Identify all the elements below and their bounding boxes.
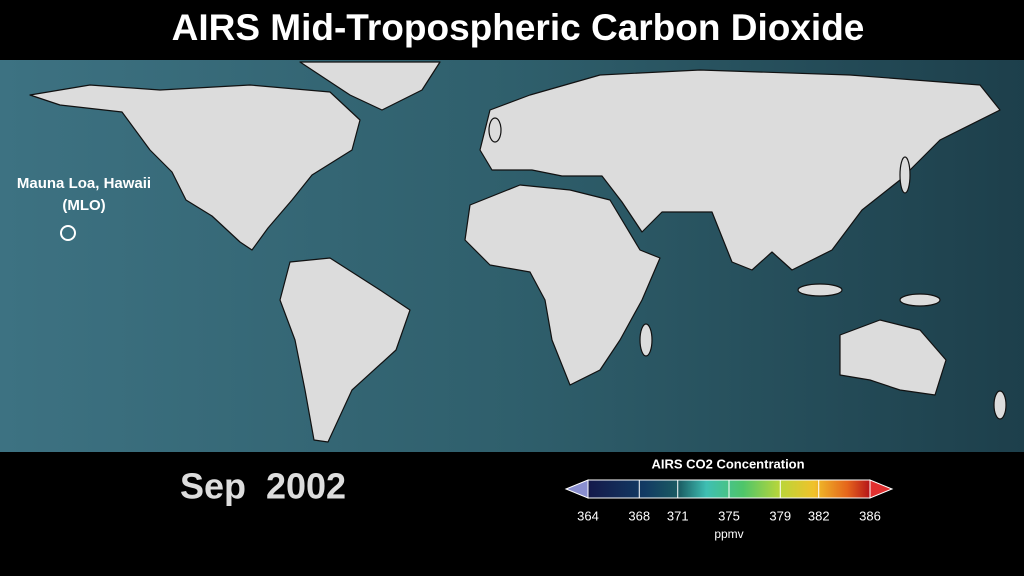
- greenland: [299, 61, 441, 111]
- colorbar-tick-label: 364: [577, 508, 599, 523]
- colorbar-title: AIRS CO2 Concentration: [651, 456, 804, 471]
- colorbar-tick-label: 382: [808, 508, 830, 523]
- date: Sep 2002: [180, 466, 346, 507]
- colorbar-unit: ppmv: [714, 527, 743, 541]
- eurasia: [479, 69, 1001, 271]
- title: AIRS Mid-Tropospheric Carbon Dioxide: [172, 7, 865, 48]
- annotation-line: Mauna Loa, Hawaii: [17, 175, 151, 192]
- colorbar-tick-label: 371: [667, 508, 689, 523]
- colorbar-tick-label: 375: [718, 508, 740, 523]
- colorbar-tick-label: 379: [769, 508, 791, 523]
- colorbar-tick-label: 368: [628, 508, 650, 523]
- new-zealand: [993, 390, 1007, 420]
- annotation-line: (MLO): [62, 197, 105, 214]
- north-america: [29, 84, 361, 251]
- indonesia: [797, 283, 843, 297]
- britain: [488, 117, 502, 143]
- map: Mauna Loa, Hawaii (MLO): [0, 60, 1024, 452]
- mlo-marker: [60, 225, 76, 241]
- colorbar-tick-label: 386: [859, 508, 881, 523]
- africa: [464, 184, 661, 386]
- madagascar: [639, 323, 653, 357]
- australia: [839, 319, 947, 396]
- japan: [899, 156, 911, 194]
- south-america: [279, 257, 411, 443]
- new-guinea: [899, 293, 941, 307]
